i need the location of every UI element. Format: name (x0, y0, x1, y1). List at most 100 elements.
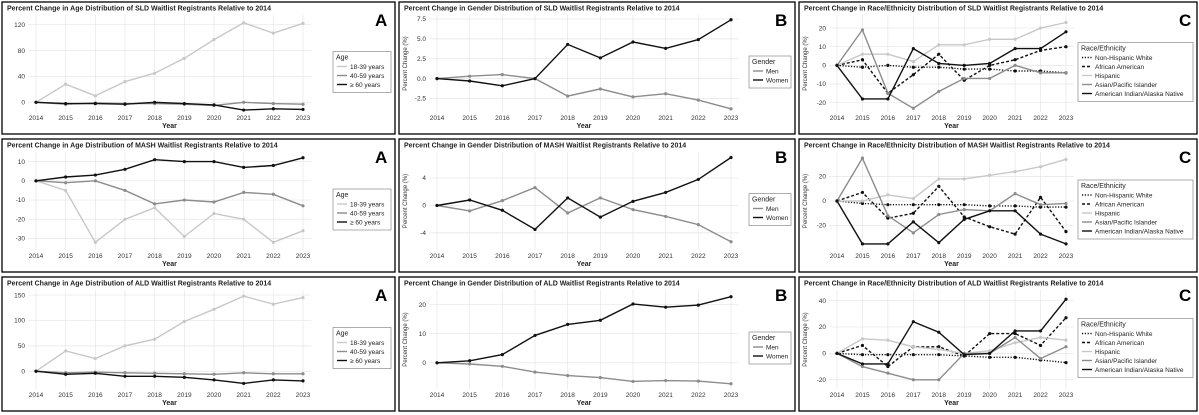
data-point (988, 355, 992, 359)
data-point (729, 107, 733, 111)
data-point (123, 217, 127, 221)
data-point (1013, 63, 1017, 67)
legend-entry: 40-59 years (350, 210, 385, 217)
y-tick-label: 50 (18, 343, 26, 350)
legend-entry: 40-59 years (350, 349, 385, 356)
legend-entry: 18-39 years (350, 340, 385, 347)
data-point (1013, 335, 1017, 340)
chart-title: Percent Change in Race/Ethnicity Distrib… (804, 143, 1110, 150)
x-tick-label: 2017 (528, 253, 543, 260)
legend-title: Gender (752, 59, 776, 66)
x-tick-label: 2018 (932, 392, 947, 399)
data-point (64, 188, 68, 193)
legend-entry: Non-Hispanic White (1095, 55, 1153, 62)
data-point (500, 208, 504, 212)
x-tick-label: 2015 (855, 253, 870, 260)
data-point (1064, 316, 1068, 320)
x-tick-label: 2015 (855, 392, 870, 399)
data-point (93, 179, 97, 183)
data-point (962, 177, 966, 181)
data-point (533, 186, 537, 190)
data-point (696, 223, 700, 227)
data-point (988, 173, 992, 177)
data-point (886, 216, 890, 220)
data-point (242, 217, 246, 221)
x-tick-label: 2021 (236, 392, 251, 399)
x-tick-label: 2019 (957, 253, 972, 260)
series-line (436, 73, 732, 110)
legend-entry: ≥ 60 years (350, 82, 381, 89)
legend-title: Gender (752, 335, 776, 342)
data-point (242, 381, 246, 386)
series-line (836, 21, 1067, 67)
data-point (1038, 71, 1043, 75)
series-line (836, 298, 1067, 365)
data-point (468, 74, 472, 78)
data-point (962, 353, 966, 357)
data-point (212, 103, 216, 107)
data-point (1038, 205, 1043, 209)
y-tick-label: 150 (14, 292, 25, 299)
data-point (242, 100, 246, 104)
legend-entry: African American (1095, 201, 1145, 208)
data-point (988, 61, 992, 66)
x-tick-label: 2016 (88, 253, 103, 260)
x-axis-label: Year (577, 400, 592, 407)
x-tick-label: 2014 (830, 392, 845, 399)
series-line (35, 180, 304, 207)
data-point (631, 199, 635, 203)
y-tick-label: 10 (419, 331, 427, 338)
data-point (1064, 345, 1068, 349)
x-tick-label: 2016 (881, 115, 896, 122)
data-point (860, 364, 865, 369)
x-tick-label: 2019 (177, 115, 192, 122)
y-tick-label: -20 (817, 100, 827, 107)
x-tick-label: 2023 (1059, 392, 1074, 399)
data-point (468, 209, 472, 213)
x-tick-label: 2023 (296, 115, 311, 122)
data-point (886, 362, 890, 366)
x-tick-label: 2015 (58, 115, 73, 122)
x-axis-label: Year (944, 400, 959, 407)
x-tick-label: 2019 (593, 392, 608, 399)
data-point (729, 240, 733, 244)
data-point (911, 196, 915, 201)
data-point (93, 101, 97, 106)
data-point (153, 100, 157, 104)
legend-entry: American Indian/Alaska Native (1095, 91, 1184, 98)
data-point (937, 241, 941, 245)
data-point (631, 207, 635, 212)
data-point (911, 60, 915, 64)
series-line (35, 22, 304, 103)
y-tick-label: 0 (822, 351, 826, 358)
data-point (860, 353, 865, 357)
data-point (886, 63, 890, 67)
data-point (212, 37, 216, 42)
x-tick-label: 2022 (266, 253, 281, 260)
data-point (886, 353, 890, 357)
data-point (664, 190, 668, 195)
data-point (1064, 157, 1068, 161)
data-point (860, 65, 865, 69)
legend-entry: 40-59 years (350, 73, 385, 80)
data-point (566, 42, 570, 47)
data-point (729, 18, 733, 22)
y-axis-label: Percent Change (%) (403, 312, 409, 366)
panel-letter: B (775, 11, 787, 30)
data-point (123, 167, 127, 171)
legend-entry: Hispanic (1095, 349, 1121, 356)
legend-title: Age (336, 331, 349, 338)
data-point (182, 234, 186, 239)
legend-title: Age (336, 192, 349, 199)
x-tick-label: 2020 (626, 115, 641, 122)
y-tick-label: 80 (18, 48, 26, 55)
x-tick-label: 2015 (462, 392, 477, 399)
chart-title: Percent Change in Age Distribution of MA… (7, 143, 278, 150)
data-point (153, 202, 157, 206)
chart-panel-4: Percent Change in Age Distribution of MA… (1, 138, 396, 273)
data-point (271, 163, 275, 168)
legend-title: Age (336, 55, 349, 62)
data-point (937, 347, 941, 351)
data-point (1038, 195, 1043, 199)
